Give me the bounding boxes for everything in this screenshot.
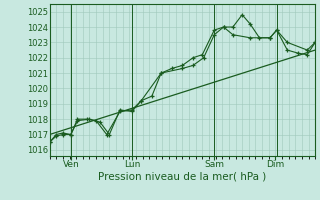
X-axis label: Pression niveau de la mer( hPa ): Pression niveau de la mer( hPa ) xyxy=(98,172,267,182)
